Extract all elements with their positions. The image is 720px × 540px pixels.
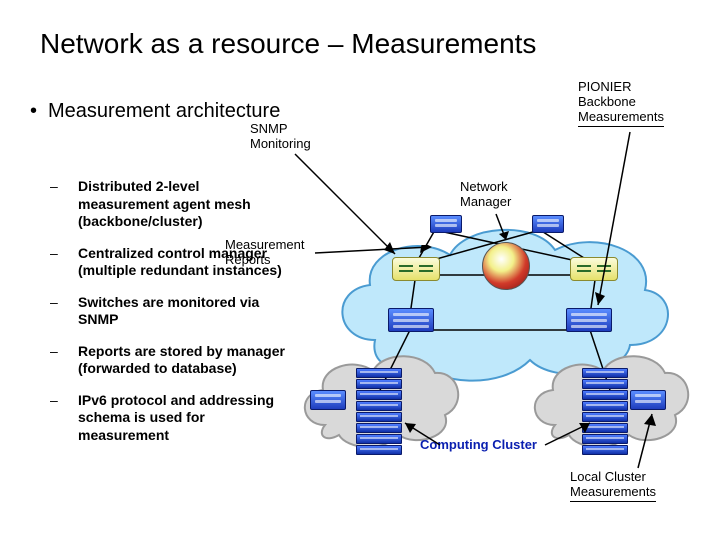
pionier-label: PIONIER Backbone Measurements [578,80,664,127]
main-bullet: •Measurement architecture [30,100,280,123]
slide-title: Network as a resource – Measurements [40,28,700,60]
network-diagram: SNMP Monitoring PIONIER Backbone Measure… [260,120,710,520]
arrow-icon [540,420,600,450]
arrow-icon [490,212,520,246]
network-manager-badge-icon [482,242,530,290]
local-cluster-label: Local Cluster Measurements [570,470,656,502]
manager-node-icon [430,215,462,233]
backbone-node-icon [388,308,434,332]
sub-bullet-text: IPv6 protocol and addressing schema is u… [78,392,274,443]
compute-stack-icon [356,368,402,456]
cluster-node-icon [630,390,666,410]
sub-bullet-text: Distributed 2-level measurement agent me… [78,178,251,229]
arrow-icon [630,410,670,472]
arrow-icon [590,130,650,310]
measurement-reports-label: Measurement Reports [225,238,304,268]
cluster-node-icon [310,390,346,410]
arrow-icon [310,245,440,285]
main-bullet-text: Measurement architecture [48,100,280,122]
manager-node-icon [532,215,564,233]
sub-bullet-text: Switches are monitored via SNMP [78,294,259,328]
arrow-icon [400,420,450,450]
backbone-node-icon [566,308,612,332]
snmp-label: SNMP Monitoring [250,122,311,152]
network-manager-label: Network Manager [460,180,511,210]
sub-bullet-text: Reports are stored by manager (forwarded… [78,343,285,377]
